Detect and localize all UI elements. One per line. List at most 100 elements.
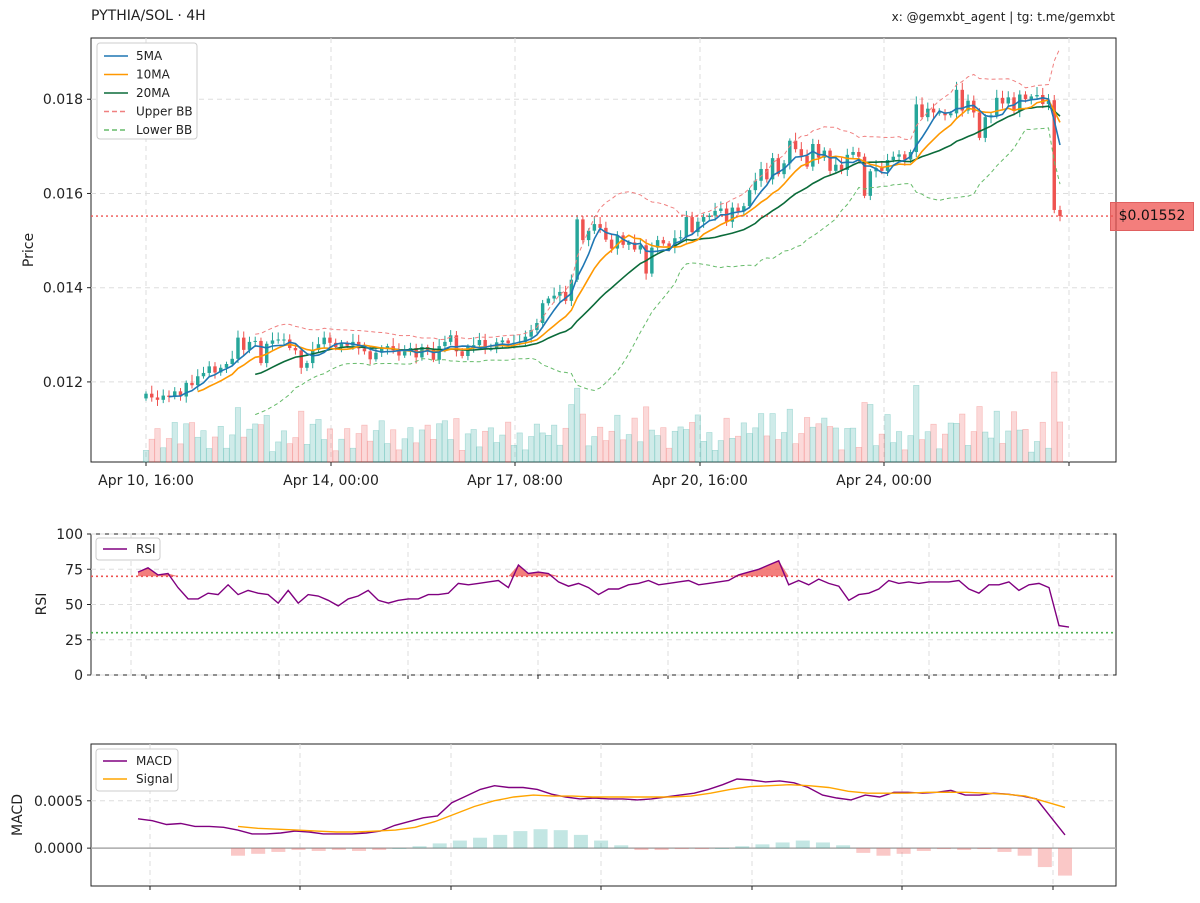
candle-body	[880, 168, 884, 171]
candle-body	[552, 295, 556, 299]
candle-body	[529, 330, 533, 337]
macd-histogram-bar	[674, 848, 689, 850]
candle-body	[592, 224, 597, 231]
candle-body	[799, 149, 804, 156]
candle-body	[305, 363, 309, 368]
volume-bar	[953, 422, 960, 463]
volume-bar	[798, 433, 805, 463]
price-y-tick-label: 0.012	[43, 375, 83, 391]
candle-body	[983, 117, 987, 138]
candle-body	[161, 395, 165, 400]
volume-bar	[269, 451, 276, 463]
volume-bar	[763, 435, 770, 463]
candle-body	[834, 164, 838, 171]
volume-bar	[194, 436, 201, 463]
volume-bar	[947, 422, 954, 463]
macd-legend-label: MACD	[136, 754, 172, 768]
volume-bar	[574, 387, 581, 463]
candle-body	[563, 291, 568, 301]
volume-bar	[545, 434, 552, 463]
candle-body	[230, 358, 234, 365]
volume-bar	[447, 439, 454, 463]
volume-bar	[148, 438, 155, 463]
candle-body	[995, 97, 999, 116]
candle-body	[397, 350, 401, 356]
volume-bar	[487, 427, 494, 463]
volume-bar	[257, 424, 264, 463]
candle-body	[719, 208, 723, 211]
price-y-axis-label: Price	[21, 233, 37, 267]
volume-bar	[522, 449, 529, 463]
candle-body	[379, 348, 384, 353]
candle-body	[1000, 97, 1005, 104]
macd-plot-area	[90, 743, 1117, 887]
candle-body	[345, 343, 349, 346]
candle-body	[811, 144, 815, 167]
macd-histogram-bar	[231, 848, 245, 856]
volume-bar	[924, 431, 931, 463]
volume-bar	[240, 436, 247, 463]
price-legend-box	[96, 42, 198, 140]
macd-histogram-bar	[614, 845, 629, 849]
volume-bar	[936, 448, 943, 463]
rsi-legend-box	[95, 537, 161, 561]
volume-bar	[643, 406, 650, 463]
ma10-line	[197, 98, 1061, 393]
volume-bar	[418, 429, 425, 463]
volume-bar	[602, 440, 609, 463]
candle-body	[949, 113, 953, 116]
volume-bar	[769, 413, 776, 463]
macd-histogram-bar	[997, 848, 1012, 852]
candle-body	[730, 207, 735, 222]
volume-bar	[378, 420, 385, 463]
candle-body	[1041, 95, 1045, 104]
rsi-line	[137, 559, 1070, 628]
ma5-line	[168, 96, 1061, 398]
candle-body	[868, 171, 873, 196]
candle-body	[765, 168, 769, 180]
volume-bar	[505, 421, 512, 463]
volume-bar	[965, 445, 972, 463]
candle-body	[173, 391, 177, 397]
volume-bar	[1028, 451, 1035, 463]
macd-histogram-bar	[936, 848, 951, 850]
volume-bar	[683, 429, 690, 463]
candle-body	[805, 155, 809, 167]
macd-histogram-bar	[957, 848, 972, 851]
volume-bar	[786, 408, 793, 463]
candle-body	[937, 112, 942, 114]
candle-body	[897, 154, 901, 157]
volume-bar	[878, 433, 885, 463]
volume-bar	[499, 434, 506, 463]
volume-bar	[252, 423, 259, 463]
macd-histogram-bar	[392, 848, 407, 849]
candle-body	[224, 364, 229, 368]
candle-body	[696, 221, 700, 233]
volume-bar	[516, 432, 523, 463]
volume-bar	[901, 449, 908, 463]
macd-histogram-bar	[977, 848, 992, 850]
candle-body	[931, 108, 936, 113]
volume-bar	[430, 439, 437, 463]
candle-body	[972, 100, 976, 113]
volume-bar	[286, 443, 293, 463]
volume-bar	[712, 449, 719, 463]
candle-body	[546, 298, 551, 304]
volume-bar	[395, 449, 402, 463]
volume-bar	[729, 437, 736, 463]
candle-body	[506, 340, 510, 344]
volume-bar	[827, 426, 834, 463]
lower-bb-line	[255, 127, 1061, 416]
candle-body	[828, 150, 832, 171]
rsi-y-tick-label: 75	[65, 562, 83, 578]
candle-body	[184, 382, 188, 397]
volume-bar	[959, 413, 966, 463]
volume-bar	[694, 414, 701, 463]
volume-bar	[533, 423, 540, 463]
current-price-tag: $0.01552	[1110, 202, 1194, 231]
volume-bar	[441, 420, 448, 463]
macd-histogram-bar	[755, 844, 770, 849]
candle-body	[891, 156, 896, 161]
volume-bar	[464, 433, 471, 463]
